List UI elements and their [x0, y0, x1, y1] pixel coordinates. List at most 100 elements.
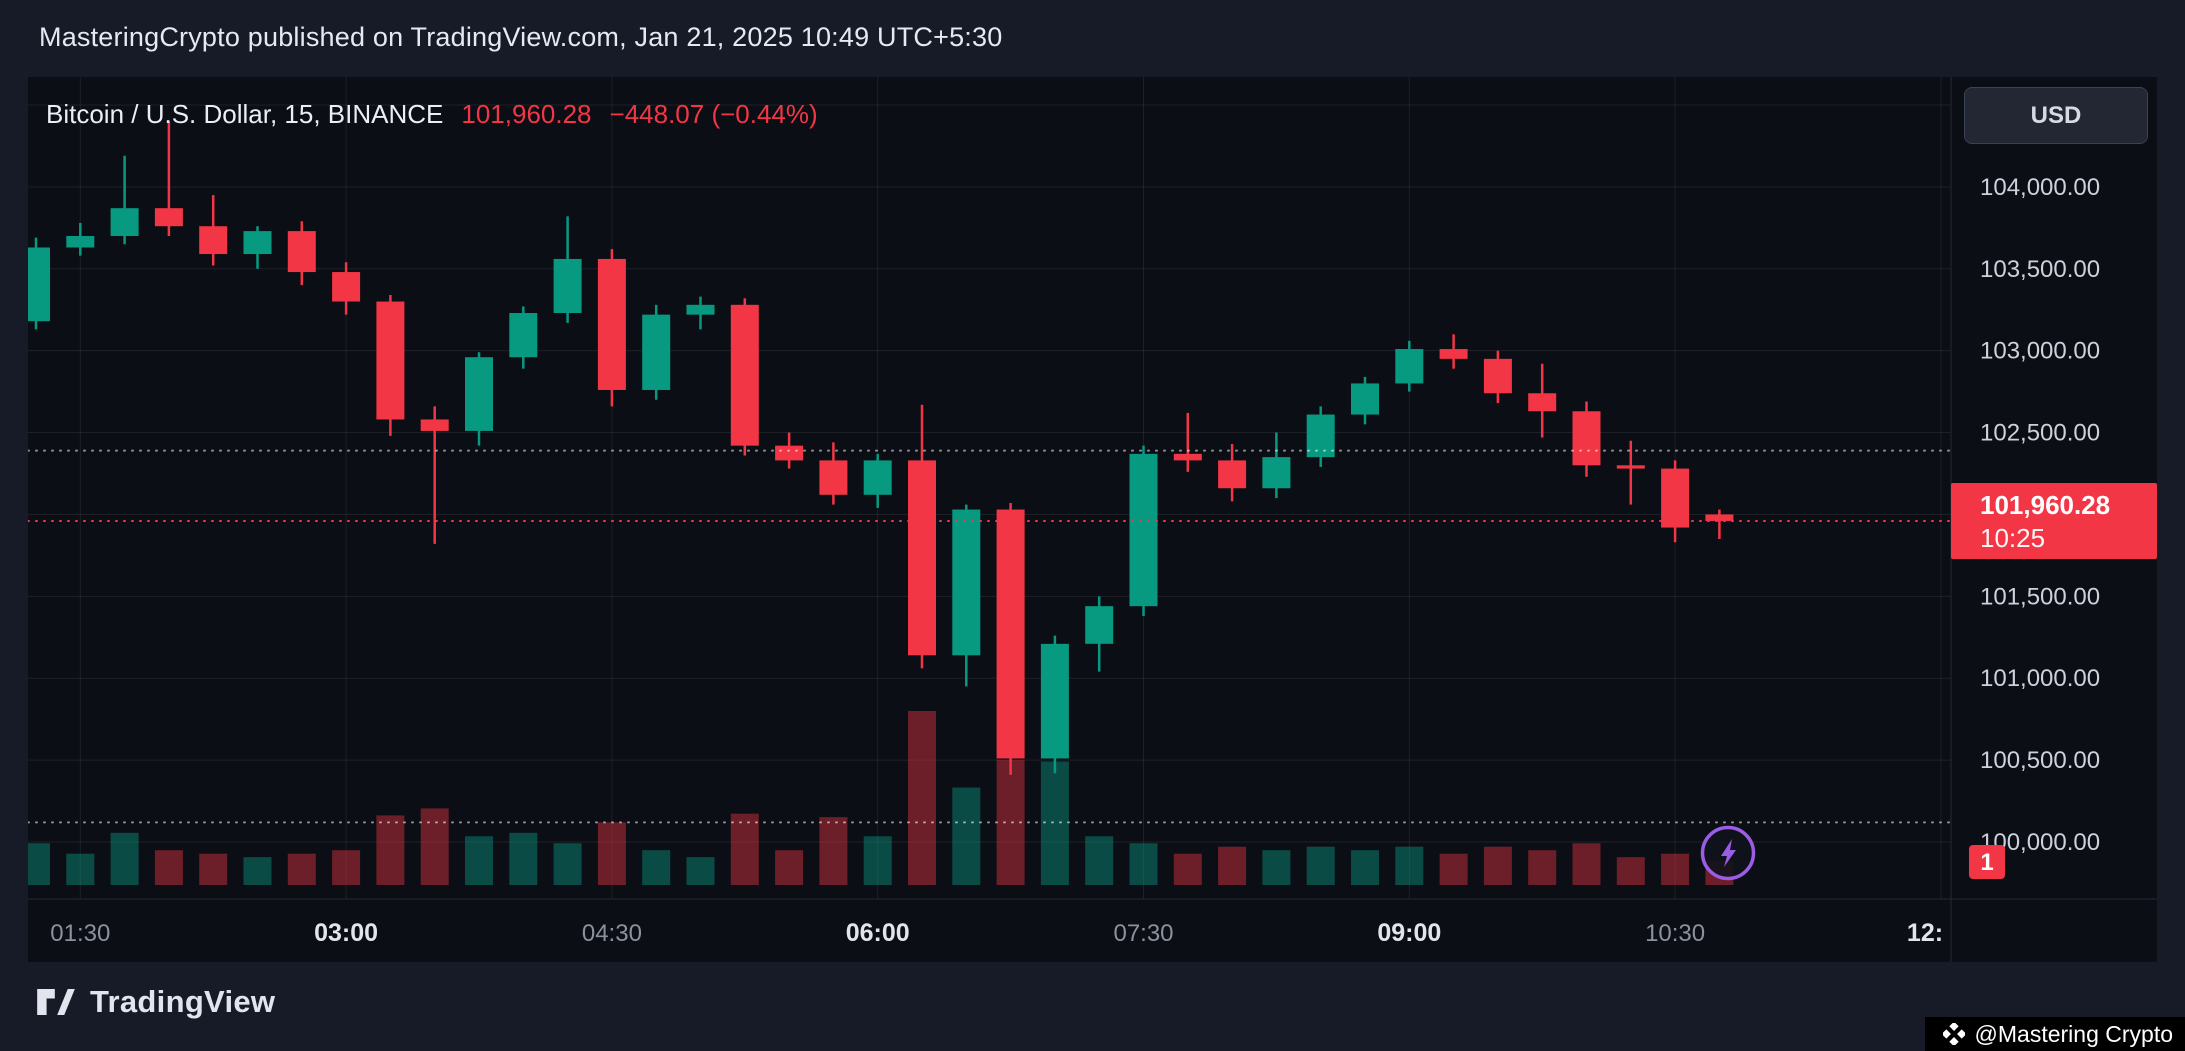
- candle-body: [996, 509, 1025, 759]
- watermark-bar: @Mastering Crypto: [1924, 1017, 2185, 1051]
- volume-bar: [243, 857, 272, 885]
- price-axis-label: 104,000.00: [1980, 174, 2100, 201]
- volume-bar: [1085, 836, 1114, 885]
- volume-bar: [376, 815, 405, 885]
- candle-body: [642, 314, 671, 390]
- candle-body: [1439, 349, 1468, 359]
- candle-body: [1306, 414, 1335, 458]
- candle-body: [1040, 643, 1069, 759]
- volume-bar: [775, 850, 804, 885]
- price-axis-label: 100,500.00: [1980, 747, 2100, 774]
- volume-bar: [1040, 761, 1069, 885]
- lightning-bolt-icon[interactable]: [1721, 839, 1736, 867]
- candle-body: [553, 258, 582, 314]
- candle-body: [1616, 465, 1645, 469]
- candle-body: [465, 357, 493, 431]
- price-badge-countdown: 10:25: [1980, 523, 2045, 553]
- volume-bar: [1439, 853, 1468, 885]
- volume-bar: [642, 850, 671, 885]
- volume-bar: [819, 817, 848, 885]
- volume-bar: [1173, 853, 1202, 885]
- volume-bar: [1661, 853, 1690, 885]
- candle-body: [287, 231, 316, 273]
- candle-body: [1528, 393, 1557, 412]
- time-axis-label: 10:30: [1645, 920, 1705, 947]
- candlestick-chart[interactable]: 104,000.00 103,500.00 103,000.00 102,500.00…: [28, 77, 2157, 962]
- volume-bar: [863, 836, 892, 885]
- volume-bar: [1218, 846, 1247, 885]
- price-axis-label: 101,000.00: [1980, 665, 2100, 692]
- volume-bar: [908, 711, 936, 885]
- candle-body: [1395, 349, 1424, 384]
- volume-bar: [287, 853, 316, 885]
- volume-bar: [1306, 846, 1335, 885]
- volume-bar: [420, 808, 449, 885]
- time-axis-label: 06:00: [846, 919, 910, 947]
- volume-bar: [1572, 843, 1601, 885]
- time-axis-label: 09:00: [1377, 919, 1441, 947]
- candle-body: [28, 247, 50, 322]
- symbol-change: −448.07 (−0.44%): [609, 99, 818, 129]
- volume-bar: [1528, 850, 1557, 885]
- candle-body: [332, 272, 361, 302]
- price-badge-price: 101,960.28: [1980, 490, 2110, 520]
- candle-body: [154, 208, 183, 227]
- time-axis-label: 12:: [1907, 919, 1943, 947]
- volume-bar: [686, 857, 715, 885]
- candle-body: [775, 445, 804, 461]
- volume-bar: [110, 832, 139, 885]
- volume-bar: [1129, 843, 1158, 885]
- time-axis-label: 04:30: [582, 920, 642, 947]
- volume-bar: [952, 787, 981, 885]
- price-axis-label: 103,500.00: [1980, 256, 2100, 283]
- price-axis-label: 101,500.00: [1980, 583, 2100, 610]
- mastering-crypto-logo-icon: [1942, 1023, 1965, 1045]
- volume-bar: [66, 853, 95, 885]
- time-axis-label: 07:30: [1113, 920, 1173, 947]
- watermark-text: @Mastering Crypto: [1974, 1020, 2173, 1047]
- symbol-info-bar: Bitcoin / U.S. Dollar, 15, BINANCE 101,9…: [46, 99, 818, 130]
- candle-body: [1262, 457, 1291, 489]
- volume-badge-value: 1: [1980, 849, 1993, 876]
- candle-body: [686, 304, 715, 315]
- candle-body: [597, 258, 626, 390]
- volume-bar: [1616, 857, 1645, 885]
- publish-header: MasteringCrypto published on TradingView…: [39, 22, 1003, 52]
- candle-body: [66, 236, 95, 248]
- candle-body: [1661, 468, 1690, 528]
- volume-bar: [28, 843, 50, 885]
- candle-body: [1173, 453, 1202, 461]
- volume-bar: [730, 813, 759, 885]
- candle-body: [952, 509, 981, 656]
- symbol-last-price: 101,960.28: [461, 99, 592, 129]
- candle-body: [376, 301, 405, 420]
- volume-bar: [553, 843, 582, 885]
- candle-body: [1483, 358, 1512, 394]
- candle-body: [908, 460, 936, 656]
- chart-panel: 104,000.00 103,500.00 103,000.00 102,500.00…: [28, 77, 2157, 962]
- volume-bar: [465, 836, 493, 885]
- candle-body: [420, 419, 449, 431]
- volume-bar: [1351, 850, 1379, 885]
- candle-body: [730, 304, 759, 446]
- candle-body: [1705, 514, 1734, 521]
- tradingview-brand[interactable]: TradingView: [36, 984, 275, 1020]
- candle-body: [1085, 606, 1114, 644]
- time-axis-label: 01:30: [50, 920, 110, 947]
- tradingview-logo-icon: [37, 989, 75, 1015]
- candle-body: [509, 313, 538, 358]
- time-axis-label: 03:00: [314, 919, 378, 947]
- candle-body: [1351, 383, 1379, 415]
- volume-bar: [597, 822, 626, 885]
- volume-badge: [1969, 845, 2005, 879]
- candle-body: [110, 208, 139, 237]
- candle-body: [1572, 411, 1601, 466]
- currency-button[interactable]: USD: [1964, 87, 2148, 144]
- volume-bar: [332, 850, 361, 885]
- volume-bar: [1395, 846, 1424, 885]
- volume-bar: [1483, 846, 1512, 885]
- candle-body: [863, 460, 892, 495]
- volume-bar: [509, 832, 538, 885]
- candle-body: [1129, 453, 1158, 607]
- price-badge: [1951, 482, 2157, 559]
